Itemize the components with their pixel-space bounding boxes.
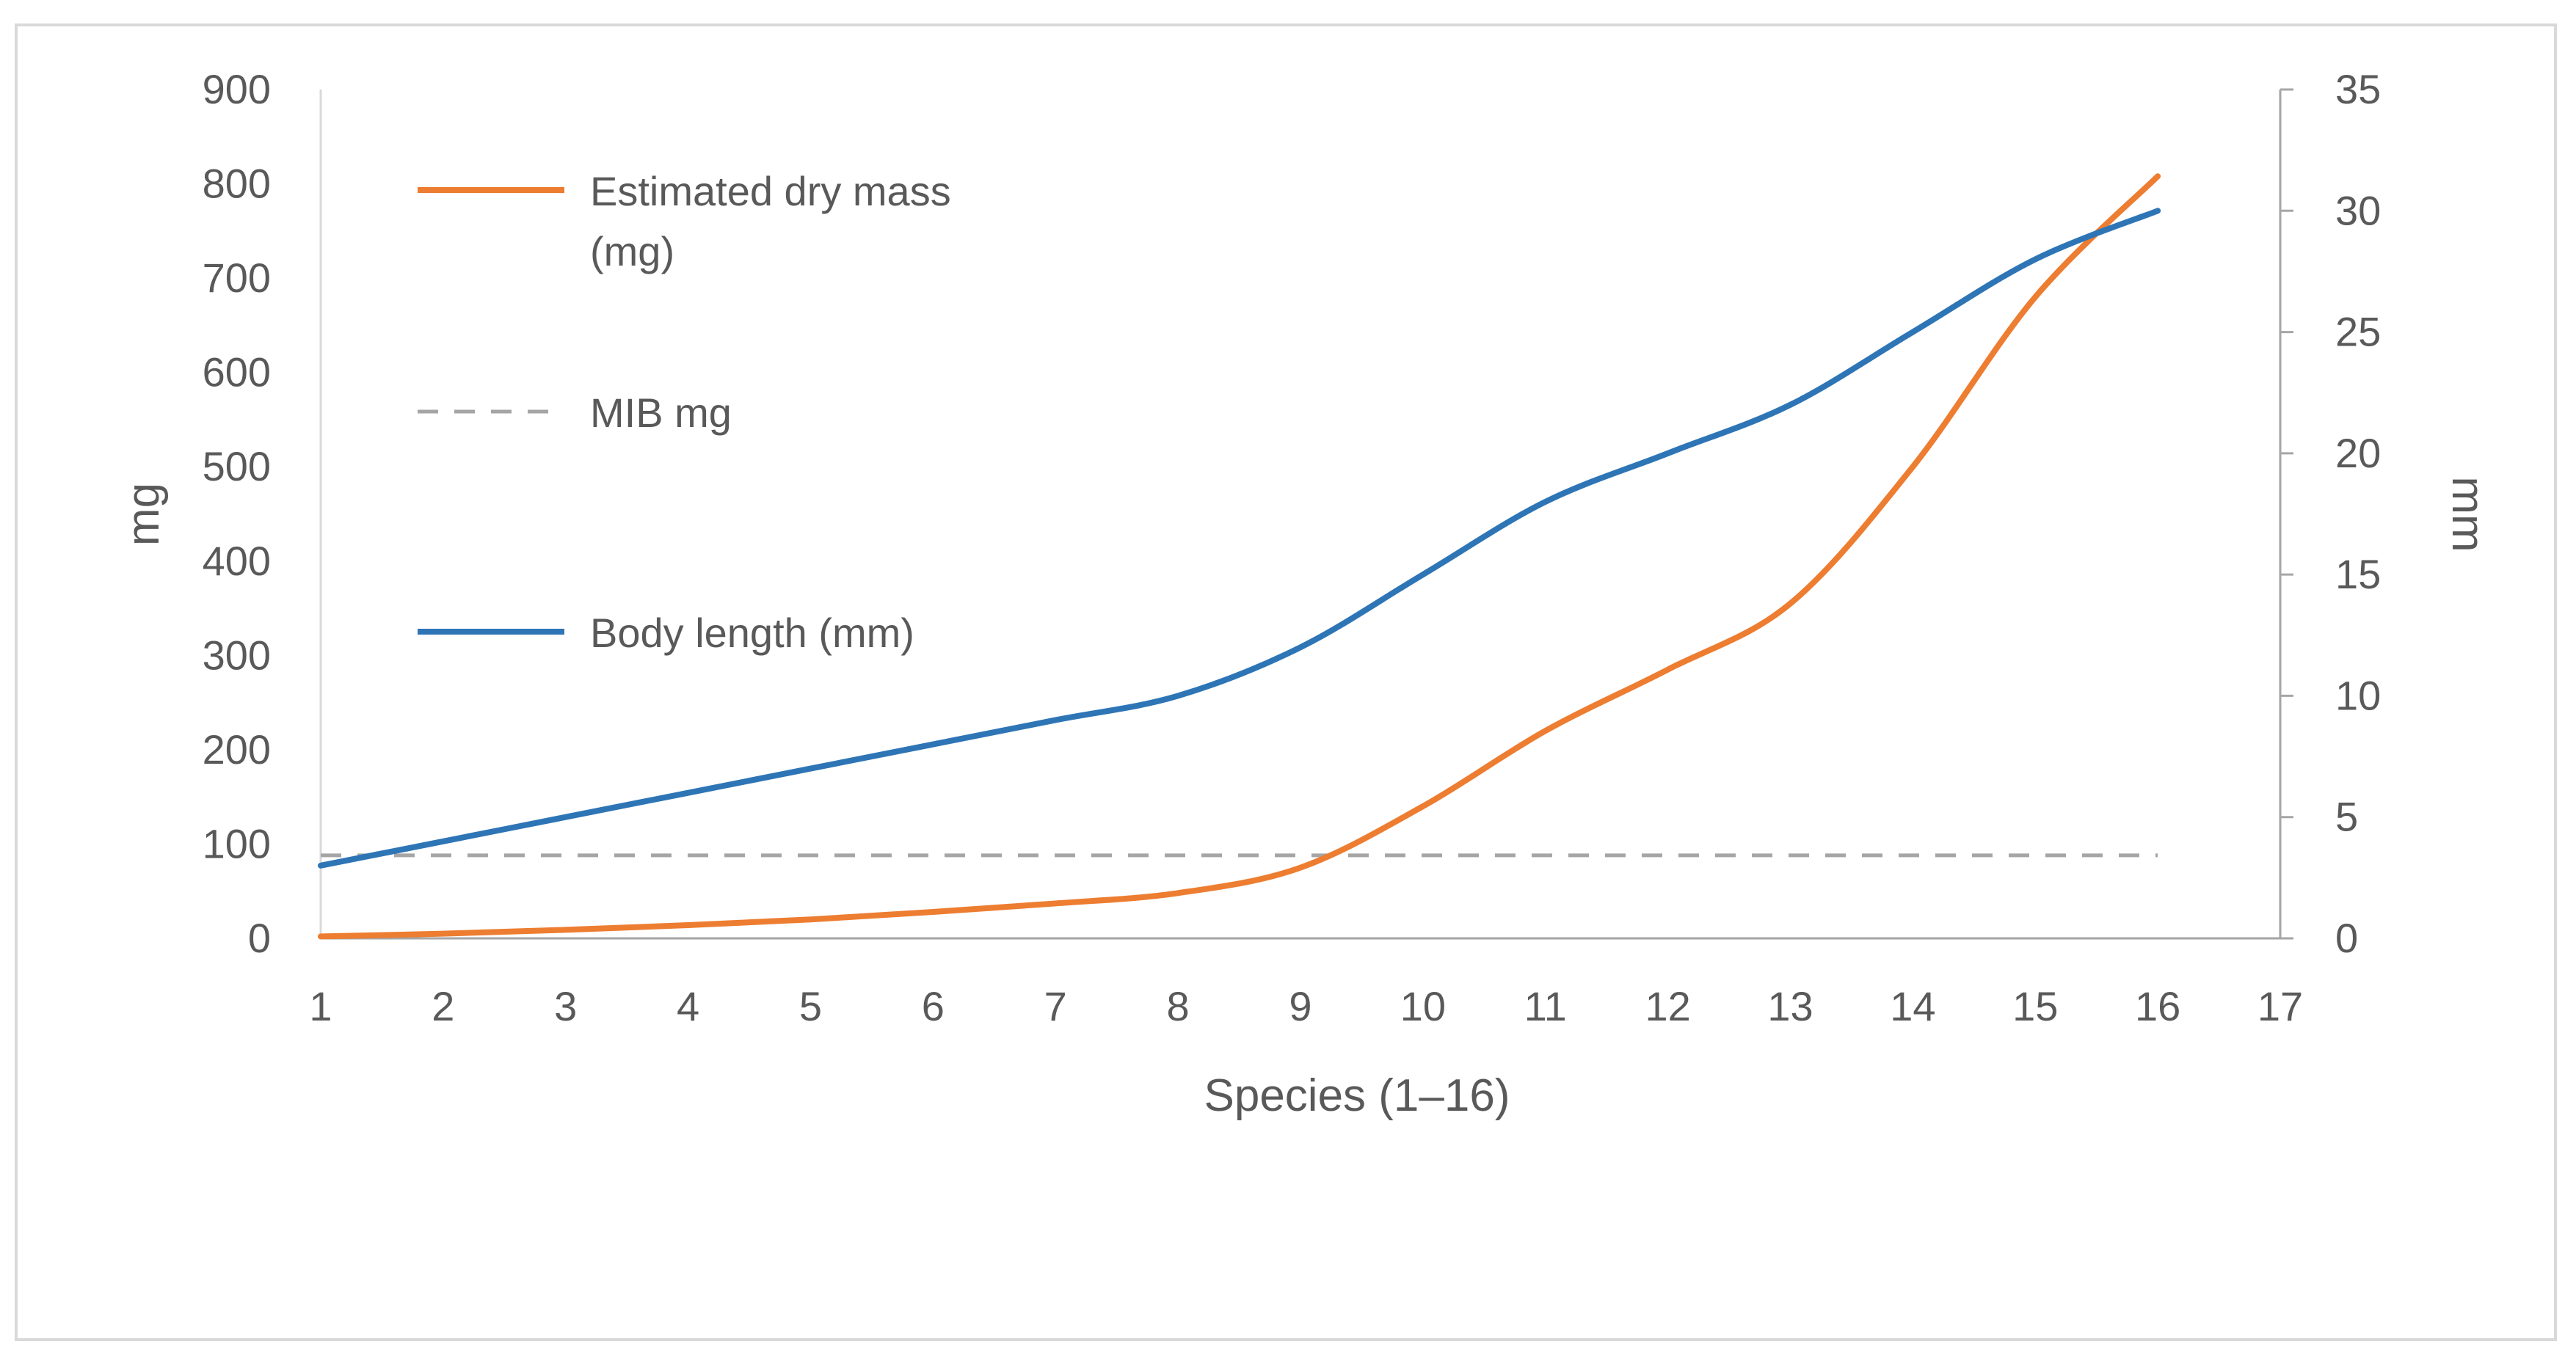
right-y-tick-label: 15: [2335, 551, 2381, 597]
x-tick-label: 5: [799, 983, 822, 1029]
left-y-axis: 0 100 200 300 400 500 600 700 800 900: [203, 66, 271, 961]
x-tick-label: 17: [2257, 983, 2303, 1029]
x-tick-label: 10: [1400, 983, 1446, 1029]
x-tick-label: 16: [2135, 983, 2180, 1029]
left-y-tick-label: 900: [203, 66, 271, 112]
x-tick-label: 3: [554, 983, 577, 1029]
x-tick-label: 14: [1890, 983, 1935, 1029]
left-y-tick-label: 600: [203, 349, 271, 395]
right-y-tick-label: 25: [2335, 309, 2381, 355]
x-tick-label: 12: [1645, 983, 1690, 1029]
right-y-axis-title: mm: [2442, 476, 2493, 552]
x-axis: 1 2 3 4 5 6 7 8 9 10 11 12 13 14 15 16 17: [309, 983, 2303, 1029]
x-tick-label: 7: [1044, 983, 1067, 1029]
legend-label-estimated-dry-mass-mg: Estimated dry mass: [590, 168, 951, 214]
x-axis-title: Species (1–16): [1204, 1070, 1510, 1121]
left-y-tick-label: 400: [203, 538, 271, 584]
right-y-axis: 0 5 10 15 20 25 30 35: [2335, 66, 2381, 961]
legend: Estimated dry mass (mg) MIB mg Body length …: [418, 168, 951, 656]
right-y-tick-label: 20: [2335, 430, 2381, 476]
x-tick-label: 15: [2012, 983, 2058, 1029]
left-y-tick-label: 300: [203, 632, 271, 678]
legend-label-body-length-mm: Body length (mm): [590, 610, 914, 656]
x-tick-label: 11: [1524, 983, 1567, 1029]
left-y-tick-label: 700: [203, 255, 271, 301]
chart-frame: 0 100 200 300 400 500 600 700 800 900 0 5 10 15 20 25 3…: [15, 23, 2557, 1341]
left-y-tick-label: 500: [203, 443, 271, 489]
left-y-tick-label: 0: [248, 915, 271, 961]
legend-label-mib-mg: MIB mg: [590, 390, 732, 436]
x-tick-label: 4: [677, 983, 699, 1029]
x-tick-label: 2: [432, 983, 454, 1029]
right-y-tick-label: 30: [2335, 187, 2381, 233]
right-y-tick-label: 0: [2335, 915, 2358, 961]
right-y-tick-label: 10: [2335, 672, 2381, 718]
left-y-axis-title: mg: [118, 483, 169, 546]
x-tick-label: 9: [1289, 983, 1311, 1029]
x-tick-label: 6: [922, 983, 945, 1029]
right-axis-tick-marks: [2280, 88, 2293, 940]
x-tick-label: 13: [1767, 983, 1813, 1029]
series-layer: [318, 173, 2161, 940]
left-y-tick-label: 100: [203, 820, 271, 866]
left-y-tick-label: 200: [203, 726, 271, 773]
series-line-estimated-dry-mass-mg: [318, 173, 2161, 940]
left-y-tick-label: 800: [203, 161, 271, 207]
x-tick-label: 8: [1167, 983, 1190, 1029]
legend-label-estimated-dry-mass-mg: (mg): [590, 228, 674, 274]
series-line-body-length-mm: [318, 208, 2161, 869]
right-y-tick-label: 5: [2335, 794, 2358, 840]
right-y-tick-label: 35: [2335, 66, 2381, 112]
x-tick-label: 1: [309, 983, 332, 1029]
